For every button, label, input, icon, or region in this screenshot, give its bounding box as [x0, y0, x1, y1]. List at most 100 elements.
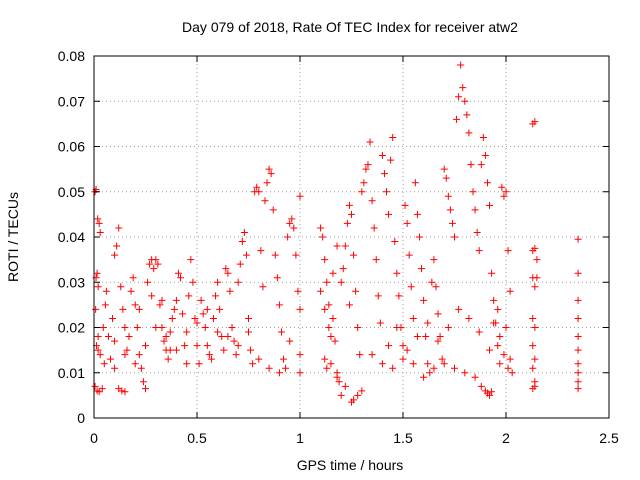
- data-point: [574, 385, 582, 393]
- data-point: [434, 310, 442, 318]
- data-point: [135, 351, 143, 359]
- data-point: [455, 305, 463, 313]
- data-point: [162, 333, 170, 341]
- data-point: [96, 351, 104, 359]
- data-point: [461, 369, 469, 377]
- data-point: [463, 111, 471, 119]
- data-point: [119, 305, 127, 313]
- data-point: [319, 233, 327, 241]
- data-point: [111, 364, 119, 372]
- data-point: [95, 388, 103, 396]
- data-point: [451, 233, 458, 241]
- data-point: [201, 324, 209, 331]
- data-point: [574, 235, 582, 243]
- data-point: [426, 369, 434, 377]
- data-point: [166, 328, 174, 336]
- y-tick-label: 0.07: [58, 93, 85, 109]
- data-point: [348, 210, 355, 218]
- data-point: [152, 324, 160, 331]
- data-point: [486, 201, 494, 209]
- data-point: [216, 305, 224, 313]
- data-point: [453, 115, 461, 123]
- data-point: [378, 152, 386, 160]
- data-point: [323, 364, 331, 372]
- data-point: [317, 287, 325, 295]
- data-point: [430, 256, 438, 264]
- data-point: [170, 305, 178, 313]
- data-point: [296, 369, 304, 377]
- data-point: [224, 333, 232, 341]
- data-point: [160, 337, 168, 345]
- data-point: [93, 269, 101, 277]
- x-tick-label: 2: [502, 430, 510, 446]
- data-point: [142, 385, 149, 393]
- data-point: [323, 278, 331, 286]
- data-point: [275, 369, 283, 377]
- data-point: [240, 228, 248, 236]
- data-point: [131, 360, 139, 368]
- data-point: [100, 360, 108, 368]
- data-point: [280, 355, 288, 363]
- data-point: [121, 324, 129, 331]
- data-point: [263, 179, 271, 187]
- data-point: [486, 346, 494, 354]
- data-point: [370, 224, 378, 232]
- data-point: [490, 319, 498, 327]
- data-point: [286, 219, 294, 227]
- data-point: [327, 333, 335, 341]
- data-point: [218, 333, 226, 341]
- data-point: [288, 215, 296, 223]
- data-point: [125, 333, 133, 341]
- data-point: [214, 278, 222, 286]
- data-point: [104, 333, 112, 341]
- data-point: [389, 133, 397, 141]
- data-point: [135, 305, 143, 313]
- data-point: [193, 319, 201, 327]
- data-point: [432, 283, 440, 291]
- data-point: [329, 269, 337, 277]
- data-point: [531, 118, 539, 126]
- data-point: [418, 265, 426, 273]
- data-point: [290, 224, 298, 232]
- data-point: [481, 152, 489, 160]
- data-point: [121, 388, 129, 396]
- data-point: [183, 360, 191, 368]
- data-point: [350, 251, 358, 259]
- data-point: [399, 342, 407, 350]
- data-point: [296, 192, 304, 200]
- data-point: [92, 305, 100, 313]
- data-point: [488, 388, 496, 396]
- data-point: [117, 283, 125, 291]
- data-point: [144, 278, 152, 286]
- data-point: [94, 283, 102, 291]
- data-point: [255, 355, 263, 363]
- data-point: [142, 342, 149, 350]
- data-point: [422, 333, 430, 341]
- data-point: [168, 314, 176, 322]
- data-point: [245, 328, 252, 336]
- data-point: [424, 319, 432, 327]
- y-tick-label: 0.04: [58, 229, 85, 245]
- data-point: [321, 355, 329, 363]
- data-point: [393, 324, 401, 331]
- x-tick-label: 0: [90, 430, 98, 446]
- data-point: [261, 197, 269, 205]
- data-point: [401, 201, 409, 209]
- data-point: [234, 342, 242, 350]
- data-point: [356, 351, 364, 359]
- data-point: [498, 183, 506, 191]
- data-point: [486, 391, 494, 399]
- data-point: [467, 161, 475, 169]
- data-point: [529, 342, 537, 350]
- data-point: [265, 364, 273, 372]
- data-point: [127, 287, 135, 295]
- data-point: [374, 292, 382, 300]
- data-point: [139, 378, 147, 386]
- data-point: [193, 342, 201, 350]
- data-point: [360, 179, 368, 187]
- data-point: [504, 247, 512, 255]
- data-point: [354, 324, 362, 331]
- data-point: [106, 355, 114, 363]
- data-point: [275, 301, 283, 309]
- data-point: [296, 351, 304, 359]
